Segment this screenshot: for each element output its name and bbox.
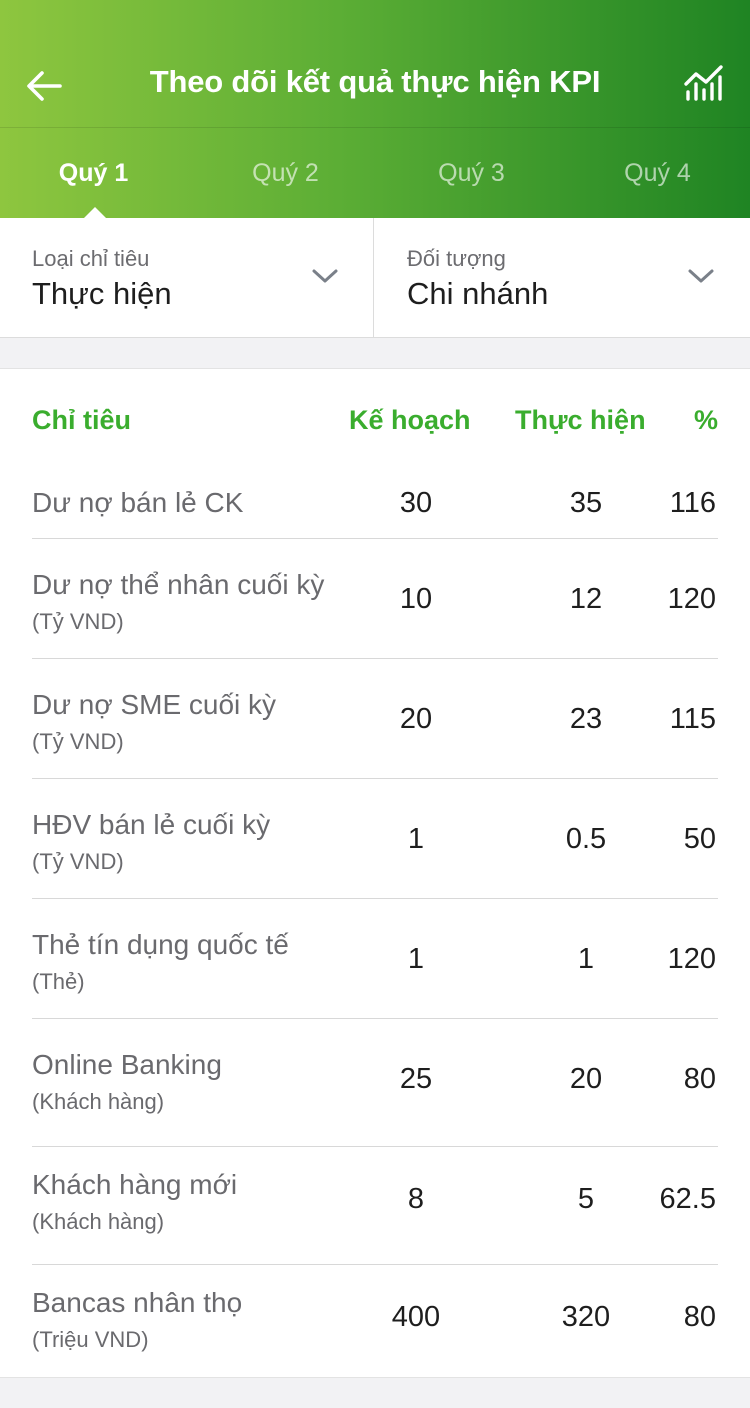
- row-plan: 25: [399, 1063, 433, 1095]
- table-row[interactable]: Dư nợ thể nhân cuối kỳ (Tỷ VND) 10 12 12…: [0, 539, 750, 659]
- column-header-actual: Thực hiện: [515, 405, 646, 435]
- row-name: Khách hàng mới: [32, 1169, 238, 1200]
- row-percent: 50: [683, 823, 716, 855]
- row-actual: 23: [569, 703, 603, 735]
- tab-quy-1[interactable]: Quý 1: [58, 158, 129, 187]
- row-unit: (Tỷ VND): [32, 849, 124, 874]
- row-plan: 1: [407, 823, 425, 855]
- indicator-type-value: Thực hiện: [32, 276, 172, 311]
- filter-bar: Loại chỉ tiêu Thực hiện Đối tượng Chi nh…: [0, 218, 750, 338]
- divider: [32, 778, 718, 779]
- divider: [32, 898, 718, 899]
- table-row[interactable]: Thẻ tín dụng quốc tế (Thẻ) 1 1 120: [0, 899, 750, 1019]
- row-percent: 120: [667, 583, 716, 615]
- column-header-percent: %: [693, 405, 718, 435]
- row-plan: 8: [407, 1183, 425, 1215]
- row-name: HĐV bán lẻ cuối kỳ: [32, 809, 271, 840]
- page-title: Theo dõi kết quả thực hiện KPI: [149, 64, 601, 99]
- chart-view-button[interactable]: [682, 62, 726, 106]
- chevron-down-icon: [312, 269, 338, 283]
- chevron-down-icon: [688, 269, 714, 283]
- back-button[interactable]: [22, 64, 66, 108]
- divider: [32, 658, 718, 659]
- row-actual: 0.5: [565, 823, 607, 855]
- row-name: Online Banking: [32, 1049, 222, 1080]
- bar-chart-trend-icon: [684, 65, 723, 101]
- row-plan: 1: [407, 943, 425, 975]
- row-name: Thẻ tín dụng quốc tế: [32, 929, 289, 960]
- divider: [32, 1264, 718, 1265]
- active-tab-indicator: [84, 207, 106, 218]
- tab-quy-2[interactable]: Quý 2: [252, 158, 319, 187]
- row-percent: 115: [669, 703, 716, 735]
- kpi-table: Chỉ tiêu Kế hoạch Thực hiện % Dư nợ bán …: [0, 368, 750, 1378]
- row-unit: (Triệu VND): [32, 1327, 149, 1352]
- table-row[interactable]: Bancas nhân thọ (Triệu VND) 400 320 80: [0, 1265, 750, 1377]
- top-bar: Theo dõi kết quả thực hiện KPI: [0, 0, 750, 128]
- target-dropdown[interactable]: Đối tượng Chi nhánh: [375, 218, 750, 338]
- row-plan: 10: [399, 583, 433, 615]
- table-row[interactable]: Online Banking (Khách hàng) 25 20 80: [0, 1019, 750, 1147]
- row-percent: 62.5: [659, 1183, 716, 1215]
- table-row[interactable]: Dư nợ SME cuối kỳ (Tỷ VND) 20 23 115: [0, 659, 750, 779]
- app-header: Theo dõi kết quả thực hiện KPI Quý 1 Quý…: [0, 0, 750, 218]
- indicator-type-label: Loại chỉ tiêu: [32, 246, 150, 271]
- row-percent: 80: [683, 1301, 716, 1333]
- row-actual: 12: [569, 583, 603, 615]
- arrow-left-icon: [27, 71, 62, 101]
- row-percent: 80: [683, 1063, 716, 1095]
- row-unit: (Tỷ VND): [32, 729, 124, 754]
- divider: [32, 1146, 718, 1147]
- tab-quy-4[interactable]: Quý 4: [624, 158, 691, 187]
- row-unit: (Tỷ VND): [32, 609, 124, 634]
- divider: [32, 538, 718, 539]
- table-row[interactable]: Dư nợ bán lẻ CK 30 35 116: [0, 469, 750, 539]
- row-actual: 5: [577, 1183, 595, 1215]
- table-header: Chỉ tiêu Kế hoạch Thực hiện %: [0, 369, 750, 469]
- row-actual: 20: [569, 1063, 603, 1095]
- column-header-plan: Kế hoạch: [349, 405, 471, 435]
- row-unit: (Thẻ): [32, 969, 85, 994]
- row-unit: (Khách hàng): [32, 1209, 165, 1234]
- divider: [32, 1018, 718, 1019]
- target-label: Đối tượng: [407, 246, 506, 271]
- row-actual: 1: [577, 943, 595, 975]
- table-row[interactable]: Khách hàng mới (Khách hàng) 8 5 62.5: [0, 1147, 750, 1265]
- target-value: Chi nhánh: [407, 276, 549, 311]
- quarter-tabs: Quý 1 Quý 2 Quý 3 Quý 4: [0, 128, 750, 218]
- tab-quy-3[interactable]: Quý 3: [438, 158, 505, 187]
- row-name: Dư nợ bán lẻ CK: [32, 487, 244, 518]
- row-name: Bancas nhân thọ: [32, 1287, 243, 1318]
- row-plan: 30: [399, 487, 433, 519]
- indicator-type-dropdown[interactable]: Loại chỉ tiêu Thực hiện: [0, 218, 374, 338]
- row-plan: 20: [399, 703, 433, 735]
- row-name: Dư nợ thể nhân cuối kỳ: [32, 569, 325, 600]
- table-row[interactable]: HĐV bán lẻ cuối kỳ (Tỷ VND) 1 0.5 50: [0, 779, 750, 899]
- row-plan: 400: [391, 1301, 441, 1333]
- column-header-indicator: Chỉ tiêu: [32, 405, 131, 435]
- row-actual: 320: [561, 1301, 611, 1333]
- row-percent: 120: [667, 943, 716, 975]
- row-unit: (Khách hàng): [32, 1089, 165, 1114]
- row-actual: 35: [569, 487, 603, 519]
- row-percent: 116: [669, 487, 716, 519]
- row-name: Dư nợ SME cuối kỳ: [32, 689, 277, 720]
